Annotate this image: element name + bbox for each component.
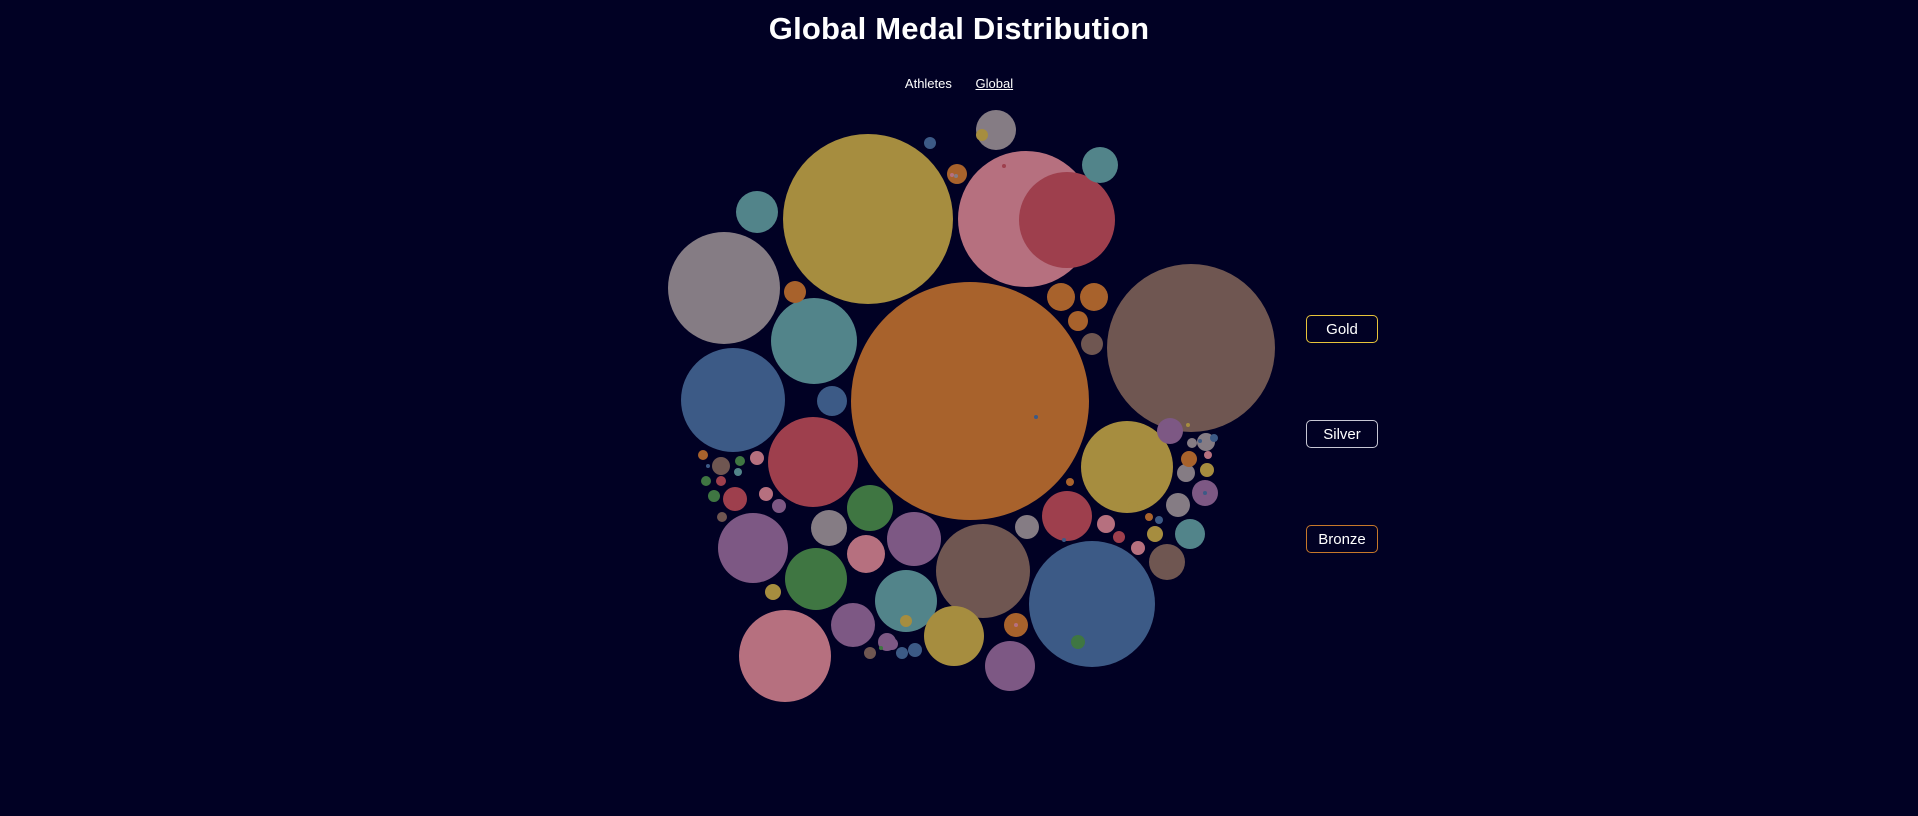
bubble-grey[interactable] — [976, 110, 1016, 150]
bubble-teal[interactable] — [1175, 519, 1205, 549]
bubble-orange[interactable] — [1066, 478, 1074, 486]
bubble-pink[interactable] — [1014, 623, 1018, 627]
bubble-green[interactable] — [785, 548, 847, 610]
bronze-filter-button[interactable]: Bronze — [1306, 525, 1378, 553]
bubble-pink[interactable] — [1204, 451, 1212, 459]
bubble-orange[interactable] — [784, 281, 806, 303]
bubble-blue[interactable] — [706, 464, 710, 468]
nav-link-global[interactable]: Global — [975, 76, 1014, 91]
bubble-grey[interactable] — [1187, 438, 1197, 448]
bubble-gold[interactable] — [1186, 423, 1190, 427]
bubble-green[interactable] — [701, 476, 711, 486]
bubble-orange[interactable] — [1068, 311, 1088, 331]
bubble-green[interactable] — [879, 646, 883, 650]
bubble-gold[interactable] — [900, 615, 912, 627]
bubble-blue[interactable] — [1062, 538, 1066, 542]
bubble-purple[interactable] — [887, 512, 941, 566]
bubble-purple[interactable] — [718, 513, 788, 583]
bubble-purple[interactable] — [1157, 418, 1183, 444]
bubble-orange[interactable] — [1181, 451, 1197, 467]
bubble-purple[interactable] — [1206, 491, 1210, 495]
bubble-gold[interactable] — [1200, 463, 1214, 477]
gold-filter-button[interactable]: Gold — [1306, 315, 1378, 343]
bubble-orange[interactable] — [698, 450, 708, 460]
bubble-purple[interactable] — [985, 641, 1035, 691]
bubble-blue[interactable] — [1210, 434, 1218, 442]
bubble-blue[interactable] — [817, 386, 847, 416]
bubble-purple[interactable] — [772, 499, 786, 513]
bubble-pink[interactable] — [759, 487, 773, 501]
bubble-blue[interactable] — [1029, 541, 1155, 667]
bubble-pink[interactable] — [950, 173, 954, 177]
bubble-pink[interactable] — [1131, 541, 1145, 555]
nav-link-athletes[interactable]: Athletes — [904, 76, 952, 91]
bubble-blue[interactable] — [1155, 516, 1163, 524]
bubble-pink[interactable] — [1097, 515, 1115, 533]
bubble-brown[interactable] — [936, 524, 1030, 618]
bubble-gold[interactable] — [1147, 526, 1163, 542]
bubble-red[interactable] — [716, 476, 726, 486]
bubble-pink[interactable] — [739, 610, 831, 702]
bubble-orange[interactable] — [1080, 283, 1108, 311]
bubble-red[interactable] — [1042, 491, 1092, 541]
bubble-gold[interactable] — [783, 134, 953, 304]
bubble-blue[interactable] — [1203, 491, 1207, 495]
bubble-purple[interactable] — [831, 603, 875, 647]
bubble-brown[interactable] — [712, 457, 730, 475]
bubble-blue[interactable] — [896, 647, 908, 659]
bubble-red[interactable] — [768, 417, 858, 507]
bubble-grey[interactable] — [1177, 464, 1195, 482]
bubble-green[interactable] — [847, 485, 893, 531]
bubble-gold[interactable] — [976, 129, 988, 141]
bubble-blue[interactable] — [908, 643, 922, 657]
bubble-orange[interactable] — [947, 164, 967, 184]
bubble-pink[interactable] — [847, 535, 885, 573]
bubble-orange[interactable] — [851, 282, 1089, 520]
bubble-brown[interactable] — [717, 512, 727, 522]
bubble-grey[interactable] — [1198, 442, 1202, 446]
bubble-grey[interactable] — [954, 174, 958, 178]
bubble-gold[interactable] — [765, 584, 781, 600]
bubble-brown[interactable] — [1081, 333, 1103, 355]
bubble-red[interactable] — [733, 506, 737, 510]
bubble-orange[interactable] — [1145, 513, 1153, 521]
bubble-teal[interactable] — [875, 570, 937, 632]
bubble-red[interactable] — [1002, 164, 1006, 168]
bubble-brown[interactable] — [864, 647, 876, 659]
bubble-green[interactable] — [1071, 635, 1085, 649]
view-nav: Athletes Global — [0, 76, 1918, 91]
bubble-grey[interactable] — [1015, 515, 1039, 539]
bubble-blue[interactable] — [1034, 415, 1038, 419]
bubble-gold[interactable] — [924, 606, 984, 666]
bubble-red[interactable] — [723, 487, 747, 511]
bubble-brown[interactable] — [1107, 264, 1275, 432]
bubble-red[interactable] — [1113, 531, 1125, 543]
bubble-grey[interactable] — [668, 232, 780, 344]
bubble-blue[interactable] — [924, 137, 936, 149]
bubble-teal[interactable] — [734, 468, 742, 476]
bubble-blue[interactable] — [1198, 439, 1202, 443]
bubble-grey[interactable] — [811, 510, 847, 546]
silver-filter-button[interactable]: Silver — [1306, 420, 1378, 448]
bubble-pink[interactable] — [750, 451, 764, 465]
bubble-red[interactable] — [1019, 172, 1115, 268]
bubble-gold[interactable] — [1128, 502, 1138, 512]
bubble-orange[interactable] — [1047, 283, 1075, 311]
bubble-gold[interactable] — [1081, 421, 1173, 513]
bubble-teal[interactable] — [771, 298, 857, 384]
bubble-blue[interactable] — [681, 348, 785, 452]
bubble-purple[interactable] — [886, 638, 898, 650]
bubble-brown[interactable] — [1165, 560, 1169, 564]
page-title: Global Medal Distribution — [768, 11, 1150, 46]
bubble-teal[interactable] — [1082, 147, 1118, 183]
bubble-grey[interactable] — [1166, 493, 1190, 517]
bubble-green[interactable] — [735, 456, 745, 466]
bubble-green[interactable] — [708, 490, 720, 502]
bubble-teal[interactable] — [736, 191, 778, 233]
